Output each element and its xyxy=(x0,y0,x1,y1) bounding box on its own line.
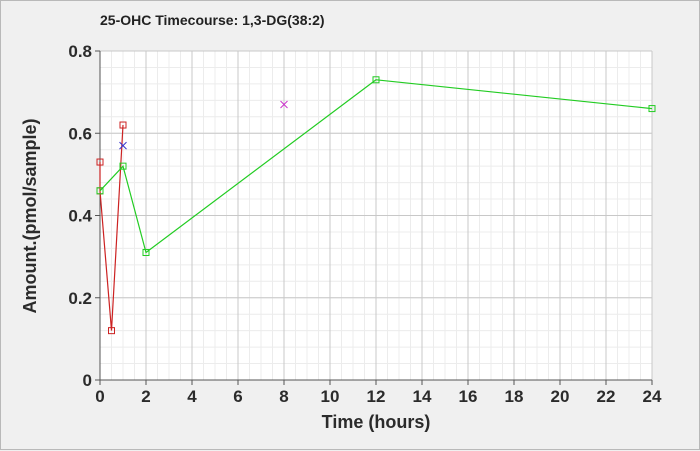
x-tick-label: 24 xyxy=(643,387,662,406)
x-tick-label: 12 xyxy=(367,387,386,406)
x-tick-label: 22 xyxy=(597,387,616,406)
y-tick-label: 0 xyxy=(83,371,92,390)
data-point-marker xyxy=(119,121,127,129)
x-tick-label: 4 xyxy=(187,387,197,406)
data-point-marker xyxy=(96,187,104,195)
series-2 xyxy=(96,76,656,257)
data-point-marker xyxy=(142,249,150,257)
data-point-marker xyxy=(96,158,104,166)
x-tick-label: 8 xyxy=(279,387,288,406)
y-tick-label: 0.2 xyxy=(68,289,92,308)
x-tick-label: 10 xyxy=(321,387,340,406)
data-point-marker xyxy=(108,327,115,335)
series-line xyxy=(99,124,124,331)
x-tick-labels: 0 2 4 6 8 10 12 14 16 18 20 22 24 xyxy=(95,387,662,406)
x-tick-label: 20 xyxy=(551,387,570,406)
y-tick-label: 0.4 xyxy=(68,207,92,226)
axes xyxy=(99,51,652,381)
data-point-marker xyxy=(119,141,127,150)
data-point-marker xyxy=(280,100,288,109)
x-axis-label: Time (hours) xyxy=(322,412,431,432)
y-tick-labels: 0 0.2 0.4 0.6 0.8 xyxy=(68,42,92,390)
series-4 xyxy=(280,100,288,109)
x-tick-label: 6 xyxy=(233,387,242,406)
data-point-marker xyxy=(372,76,380,84)
series-layer xyxy=(96,76,656,335)
x-tick-label: 0 xyxy=(95,387,104,406)
data-point-marker xyxy=(648,105,656,113)
chart-title: 25-OHC Timecourse: 1,3-DG(38:2) xyxy=(100,12,325,28)
series-3 xyxy=(119,141,127,150)
series-line xyxy=(99,79,653,254)
x-tick-label: 2 xyxy=(141,387,150,406)
marker-stroke xyxy=(119,141,127,150)
y-axis-label: Amount.(pmol/sample) xyxy=(20,118,40,313)
x-tick-label: 16 xyxy=(459,387,478,406)
marker-stroke xyxy=(280,100,288,109)
x-tick-label: 14 xyxy=(413,387,432,406)
data-point-marker xyxy=(119,162,127,170)
y-tick-label: 0.8 xyxy=(68,42,92,61)
x-tick-label: 18 xyxy=(505,387,524,406)
y-tick-label: 0.6 xyxy=(68,124,92,143)
